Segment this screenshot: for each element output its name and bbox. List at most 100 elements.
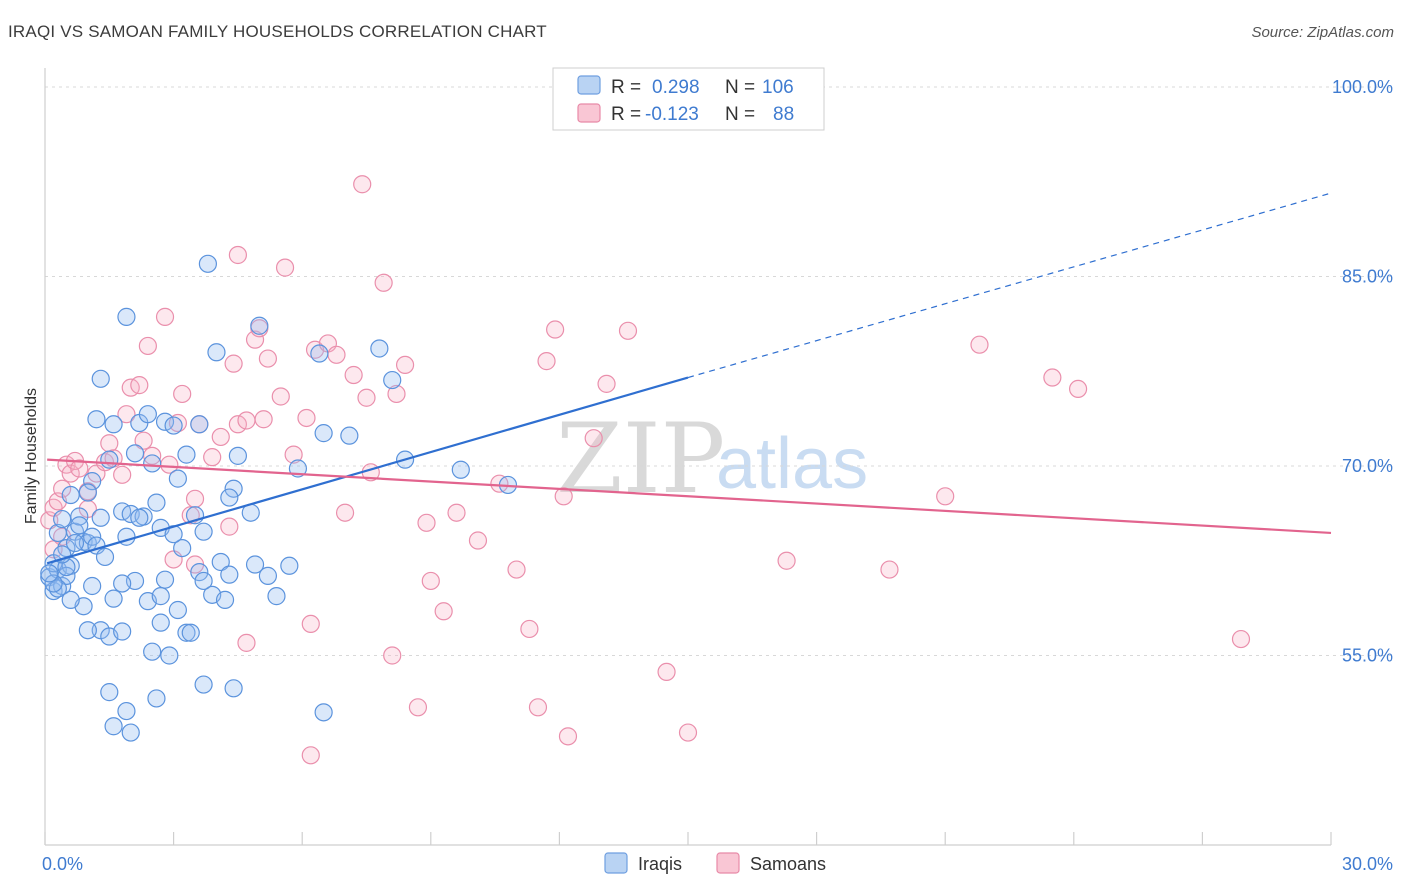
iraqi-point [340, 426, 359, 445]
iraqi-point [250, 316, 269, 335]
samoan-point [173, 384, 192, 404]
iraqi-point [181, 623, 200, 642]
iraqi-point [78, 621, 97, 640]
iraqi-point [125, 444, 145, 463]
iraqi-point [70, 516, 89, 535]
iraqi-point [198, 254, 217, 273]
samoan-point [100, 434, 119, 453]
iraqi-point [177, 623, 196, 642]
samoan-point [936, 487, 955, 506]
iraqi-point [314, 703, 333, 722]
watermark-atlas: atlas [716, 424, 868, 504]
samoan-point [383, 646, 402, 665]
legend-n-value-samoans: 88 [773, 104, 794, 125]
samoan-point [777, 551, 796, 570]
samoan-point [1231, 629, 1251, 649]
iraqi-point [100, 450, 119, 469]
samoan-point [275, 258, 295, 277]
source-credit: Source: ZipAtlas.com [1251, 24, 1394, 41]
stats-legend: R = 0.298 N = 106 R = -0.123 N = 88 [552, 67, 825, 131]
samoan-point [387, 384, 406, 404]
iraqi-point [220, 565, 239, 584]
iraqi-point [104, 717, 123, 736]
samoan-point [254, 410, 273, 429]
iraqi-point [310, 344, 329, 363]
iraqi-point [117, 307, 136, 326]
samoan-point [134, 431, 153, 450]
iraqi-point [87, 410, 106, 429]
samoan-point [237, 411, 256, 430]
trend-lines [46, 192, 1332, 565]
samoan-point [185, 489, 205, 508]
samoan-point [357, 388, 376, 407]
samoan-point [344, 365, 363, 385]
y-tick-label: 85.0% [1342, 266, 1393, 286]
y-tick-label: 55.0% [1342, 645, 1393, 665]
samoan-point [155, 307, 175, 326]
samoan-point [421, 571, 440, 591]
iraqi-point [173, 538, 192, 558]
samoan-point [301, 614, 320, 634]
samoan-point [327, 345, 346, 364]
samoan-point [335, 503, 355, 522]
iraqi-point [207, 343, 226, 362]
iraqi-point [91, 369, 110, 388]
iraqi-point [117, 701, 136, 721]
iraqi-trend-extension [687, 192, 1332, 379]
iraqi-point [194, 675, 213, 694]
iraqi-point [78, 483, 97, 502]
legend-n-label-iraqis: N = [725, 77, 755, 98]
samoan-point [203, 448, 222, 467]
iraqi-point [314, 424, 333, 443]
samoan-point [434, 602, 453, 621]
samoan-point [138, 336, 157, 356]
iraqi-point [160, 646, 179, 665]
samoan-point [597, 374, 616, 393]
samoan-point [584, 429, 603, 448]
iraqi-point [190, 415, 209, 434]
samoan-point [374, 273, 393, 292]
iraqi-point [40, 564, 59, 583]
samoan-point [228, 245, 247, 265]
iraqi-point [194, 522, 213, 541]
iraqi-point [155, 570, 175, 589]
iraqi-point [44, 574, 63, 593]
iraqi-point [95, 547, 115, 567]
iraqi-point [151, 613, 170, 632]
iraqi-point [168, 600, 187, 620]
iraqi-point [83, 472, 102, 491]
samoan-point [678, 723, 698, 742]
iraqi-point [220, 488, 239, 507]
legend-n-value-iraqis: 106 [762, 77, 794, 98]
legend-r-label-iraqis: R = [611, 77, 641, 98]
iraqi-point [113, 622, 132, 641]
bottom-legend: Iraqis Samoans [604, 852, 826, 874]
legend-swatch-iraqis [577, 75, 601, 95]
iraqi-points [40, 254, 518, 742]
iraqi-point [267, 587, 286, 606]
iraqi-point [147, 689, 166, 708]
bottom-legend-label-iraqis: Iraqis [638, 854, 682, 874]
iraqi-point [143, 642, 162, 661]
iraqi-point [228, 446, 247, 465]
iraqi-point [155, 412, 175, 431]
samoan-point [880, 560, 899, 579]
samoan-point [1043, 368, 1062, 387]
samoan-point [228, 415, 247, 434]
iraqi-point [147, 493, 166, 512]
samoan-point [618, 321, 638, 340]
samoan-point [117, 405, 136, 424]
iraqi-point [100, 683, 119, 702]
samoan-point [558, 727, 578, 746]
iraqi-point [215, 590, 235, 609]
samoan-point [1068, 379, 1088, 399]
samoan-point [520, 619, 539, 639]
samoan-point [417, 513, 436, 532]
samoan-point [507, 560, 526, 579]
iraqi-point [143, 454, 162, 473]
iraqi-point [164, 416, 183, 435]
watermark-zip: ZIP [556, 403, 725, 515]
iraqi-point [370, 339, 389, 358]
samoan-trend-line [47, 458, 1332, 535]
